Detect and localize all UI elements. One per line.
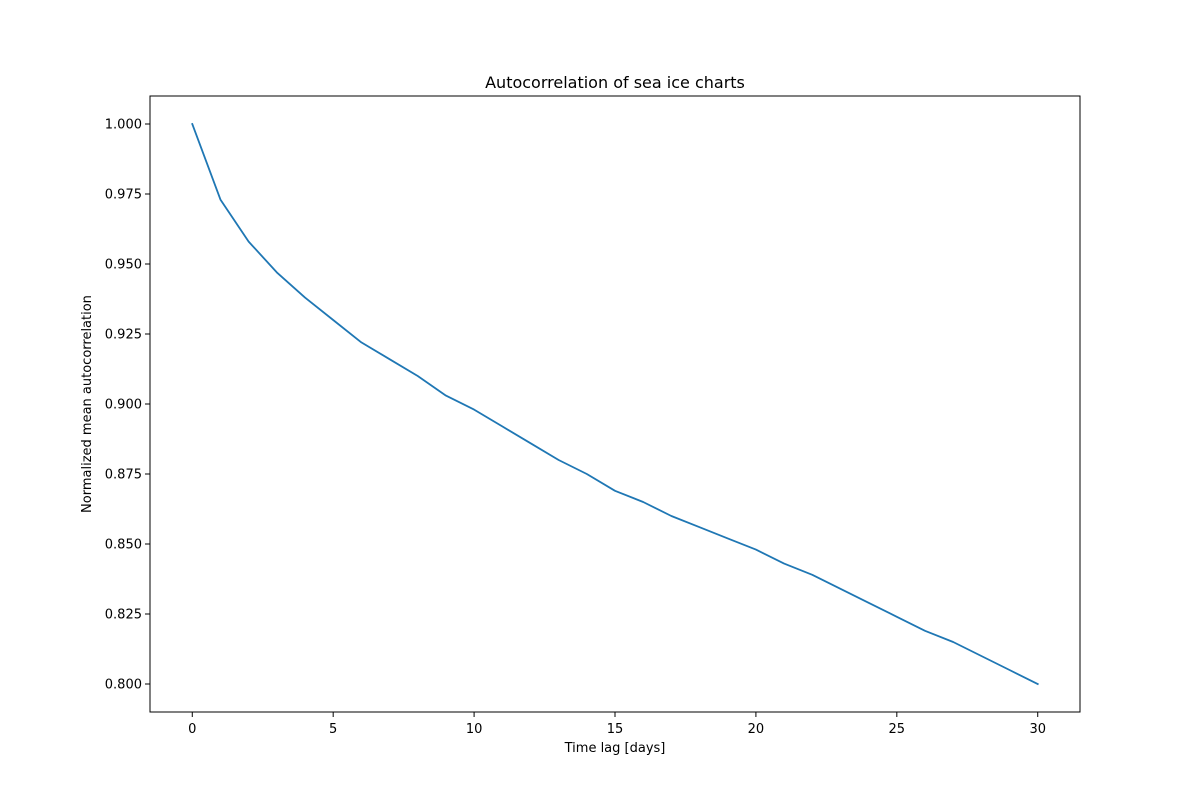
series-line <box>191 122 1039 686</box>
y-tick-label: 1.000 <box>105 118 142 133</box>
y-tick-label: 0.900 <box>105 398 142 413</box>
x-axis: 0 5 10 15 20 25 30 <box>188 712 1046 737</box>
chart-title: Autocorrelation of sea ice charts <box>485 73 745 92</box>
x-axis-label: Time lag [days] <box>564 741 666 756</box>
y-tick-label: 0.850 <box>105 538 142 553</box>
x-tick-label: 30 <box>1029 722 1046 737</box>
y-tick-label: 0.925 <box>105 328 142 343</box>
y-tick-label: 0.875 <box>105 468 142 483</box>
y-axis-label: Normalized mean autocorrelation <box>80 295 95 513</box>
x-tick-label: 0 <box>188 722 196 737</box>
x-tick-label: 5 <box>329 722 337 737</box>
series-group <box>191 122 1039 686</box>
x-tick-label: 20 <box>748 722 765 737</box>
x-tick-label: 10 <box>466 722 483 737</box>
x-tick-label: 25 <box>889 722 906 737</box>
y-tick-label: 0.950 <box>105 258 142 273</box>
y-axis: 0.800 0.825 0.850 0.875 0.900 0.925 0.950 0.975… <box>105 118 150 693</box>
y-tick-label: 0.975 <box>105 188 142 203</box>
y-tick-label: 0.800 <box>105 678 142 693</box>
y-tick-label: 0.825 <box>105 608 142 623</box>
x-tick-label: 15 <box>607 722 624 737</box>
